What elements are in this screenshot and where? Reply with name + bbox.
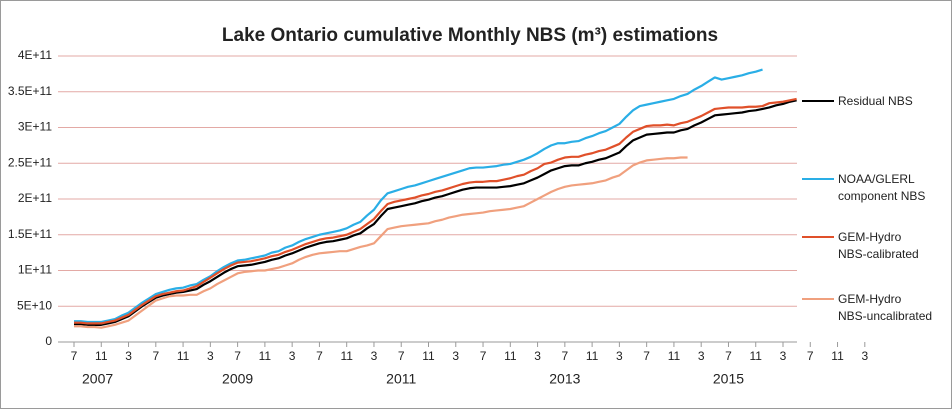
x-tick-label: 11 [831, 349, 844, 363]
x-tick-label: 11 [340, 349, 353, 363]
x-tick-label: 11 [668, 349, 681, 363]
legend-swatch [802, 178, 834, 180]
x-tick-label: 7 [562, 349, 569, 363]
legend-item: Residual NBS [802, 93, 942, 110]
x-tick-label: 7 [643, 349, 650, 363]
x-tick-label: 3 [207, 349, 214, 363]
x-year-label: 2013 [549, 371, 580, 387]
x-tick-label: 3 [371, 349, 378, 363]
x-tick-label: 3 [698, 349, 705, 363]
x-tick-label: 7 [234, 349, 241, 363]
x-tick-label: 7 [725, 349, 732, 363]
x-tick-label: 3 [780, 349, 787, 363]
x-tick-label: 7 [807, 349, 814, 363]
x-tick-label: 3 [125, 349, 132, 363]
legend-item: GEM-Hydro NBS-uncalibrated [802, 291, 942, 325]
x-tick-label: 3 [289, 349, 296, 363]
legend-label: Residual NBS [838, 94, 913, 108]
x-tick-label: 11 [95, 349, 108, 363]
legend-item: GEM-Hydro NBS-calibrated [802, 229, 942, 263]
x-tick-label: 7 [480, 349, 487, 363]
x-year-label: 2011 [386, 371, 416, 387]
x-tick-label: 11 [422, 349, 435, 363]
legend-swatch [802, 298, 834, 300]
y-tick-label: 3E+11 [18, 120, 52, 134]
legend-label: GEM-Hydro NBS-calibrated [838, 230, 919, 261]
series-line [74, 99, 797, 326]
x-year-label: 2015 [713, 371, 744, 387]
legend-swatch [802, 100, 834, 102]
y-tick-label: 1E+11 [18, 263, 52, 277]
y-tick-label: 1.5E+11 [8, 227, 52, 241]
x-tick-label: 7 [71, 349, 78, 363]
series-line [74, 97, 797, 325]
x-tick-label: 7 [152, 349, 159, 363]
legend-item: NOAA/GLERL component NBS [802, 171, 942, 205]
y-tick-label: 5E+10 [17, 298, 52, 312]
x-tick-label: 7 [316, 349, 323, 363]
chart-title: Lake Ontario cumulative Monthly NBS (m³)… [222, 25, 718, 46]
x-tick-label: 7 [398, 349, 405, 363]
x-tick-label: 11 [259, 349, 272, 363]
x-year-label: 2007 [82, 371, 113, 387]
y-tick-label: 3.5E+11 [8, 84, 52, 98]
legend-label: GEM-Hydro NBS-uncalibrated [838, 292, 933, 323]
legend-label: NOAA/GLERL component NBS [838, 172, 926, 203]
x-tick-label: 3 [861, 349, 868, 363]
series-line [74, 156, 688, 329]
x-year-label: 2009 [222, 371, 253, 387]
y-tick-label: 4E+11 [18, 48, 52, 62]
x-tick-label: 3 [616, 349, 623, 363]
y-tick-label: 2E+11 [18, 191, 52, 205]
x-tick-label: 11 [177, 349, 190, 363]
x-tick-label: 11 [586, 349, 599, 363]
series-line [74, 68, 763, 324]
legend-swatch [802, 236, 834, 238]
x-tick-label: 3 [534, 349, 541, 363]
y-tick-label: 0 [45, 334, 52, 348]
x-tick-label: 11 [749, 349, 762, 363]
x-tick-label: 3 [452, 349, 459, 363]
x-tick-label: 11 [504, 349, 517, 363]
y-tick-label: 2.5E+11 [8, 155, 52, 169]
